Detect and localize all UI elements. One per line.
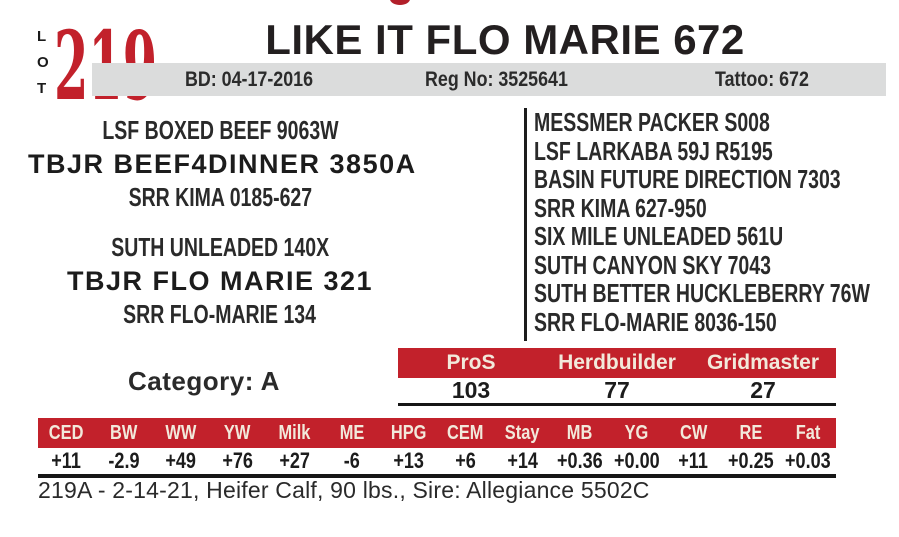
ancestor-line: SUTH CANYON SKY 7043: [534, 249, 771, 280]
epd-header-row: CED BW WW YW Milk ME HPG CEM Stay MB YG …: [38, 418, 836, 448]
epd-header-mb: MB: [566, 422, 593, 444]
epd-table: CED BW WW YW Milk ME HPG CEM Stay MB YG …: [38, 418, 836, 478]
dam-block: SUTH UNLEADED 140X TBJR FLO MARIE 321 SR…: [28, 231, 412, 331]
epd-value-cw: +11: [678, 448, 709, 473]
epd-value-hpg: +13: [393, 448, 424, 473]
reg-number: Reg No: 3525641: [425, 68, 568, 91]
epd-value-ced: +11: [51, 448, 82, 473]
dam-dam-line: SRR FLO-MARIE 134: [123, 299, 317, 329]
tattoo: Tattoo: 672: [715, 68, 809, 91]
epd-value-row: +11 -2.9 +49 +76 +27 -6 +13 +6 +14 +0.36…: [38, 448, 836, 478]
index-value-row: 103 77 27: [398, 378, 836, 406]
epd-value-milk: +27: [279, 448, 310, 473]
sire-block: LSF BOXED BEEF 9063W TBJR BEEF4DINNER 38…: [28, 114, 417, 214]
epd-value-mb: +0.36: [556, 448, 603, 473]
ancestor-line: BASIN FUTURE DIRECTION 7303: [534, 164, 841, 194]
epd-header-cem: CEM: [447, 422, 484, 444]
epd-value-re: +0.25: [727, 448, 774, 473]
birth-date: BD: 04-17-2016: [185, 68, 314, 91]
index-panel: ProS Herdbuilder Gridmaster 103 77 27: [398, 348, 836, 406]
red-ornament-icon: [390, 0, 410, 5]
epd-value-fat: +0.03: [784, 448, 831, 473]
epd-header-stay: Stay: [505, 422, 540, 444]
epd-value-me: -6: [343, 448, 360, 473]
dam-sire-line: SUTH UNLEADED 140X: [111, 232, 329, 262]
ancestor-line: LSF LARKABA 59J R5195: [534, 135, 773, 166]
epd-header-cw: CW: [679, 422, 708, 444]
sire-sire-line: LSF BOXED BEEF 9063W: [101, 115, 339, 145]
ancestor-line: SRR KIMA 627-950: [534, 192, 707, 223]
page-title: LIKE IT FLO MARIE 672: [265, 16, 745, 63]
epd-value-yw: +76: [222, 448, 253, 473]
epd-header-milk: Milk: [278, 422, 311, 444]
ancestor-list: MESSMER PACKER S008 LSF LARKABA 59J R519…: [534, 108, 894, 336]
epd-header-bw: BW: [109, 422, 138, 444]
sire-name: TBJR BEEF4DINNER 3850A: [28, 149, 417, 179]
epd-header-fat: Fat: [795, 422, 820, 444]
index-header-row: ProS Herdbuilder Gridmaster: [398, 348, 836, 378]
ancestor-line: SRR FLO-MARIE 8036-150: [534, 306, 777, 337]
index-header-herdbuilder: Herdbuilder: [558, 351, 676, 374]
category-label: Category: A: [128, 366, 280, 396]
epd-value-cem: +6: [455, 448, 476, 473]
pedigree-divider: [524, 108, 527, 341]
index-value-gridmaster: 27: [750, 377, 776, 403]
epd-value-ww: +49: [165, 448, 196, 473]
info-bar: BD: 04-17-2016 Reg No: 3525641 Tattoo: 6…: [92, 63, 886, 96]
ancestor-line: SIX MILE UNLEADED 561U: [534, 221, 784, 251]
epd-header-ced: CED: [49, 422, 84, 444]
index-value-herdbuilder: 77: [604, 377, 630, 403]
epd-header-hpg: HPG: [390, 422, 427, 444]
ancestor-line: MESSMER PACKER S008: [534, 107, 770, 137]
epd-header-re: RE: [739, 422, 762, 444]
epd-header-me: ME: [339, 422, 364, 444]
epd-value-yg: +0.00: [613, 448, 660, 473]
dam-name: TBJR FLO MARIE 321: [66, 266, 374, 296]
ancestor-line: SUTH BETTER HUCKLEBERRY 76W: [534, 278, 870, 308]
epd-header-yg: YG: [624, 422, 649, 444]
calf-footnote: 219A - 2-14-21, Heifer Calf, 90 lbs., Si…: [38, 477, 650, 503]
index-header-gridmaster: Gridmaster: [706, 351, 820, 374]
lot-label: LOT: [37, 28, 49, 97]
epd-value-stay: +14: [507, 448, 538, 473]
epd-header-ww: WW: [165, 422, 196, 444]
sire-dam-line: SRR KIMA 0185-627: [128, 182, 312, 212]
epd-header-yw: YW: [224, 422, 251, 444]
index-value-pros: 103: [451, 377, 491, 403]
epd-value-bw: -2.9: [107, 448, 140, 473]
index-header-pros: ProS: [446, 351, 496, 374]
